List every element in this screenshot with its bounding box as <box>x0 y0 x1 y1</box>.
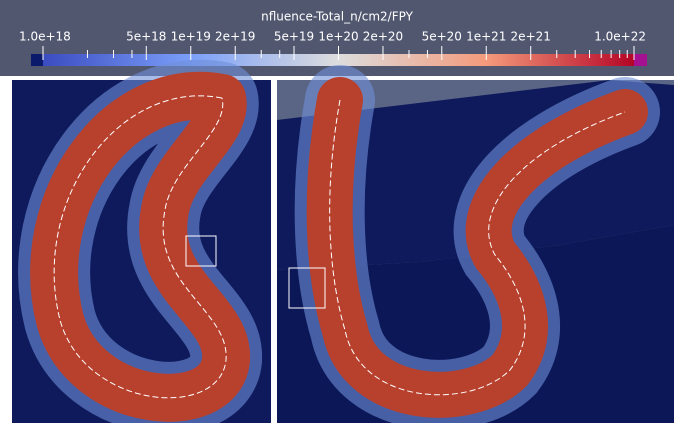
right-view <box>277 80 674 423</box>
tick-label: 2e+19 <box>215 30 255 44</box>
tick-label: 5e+19 <box>274 30 314 44</box>
tick-label: 1e+20 <box>318 30 358 44</box>
tick-label: 2e+20 <box>363 30 403 44</box>
tick-label: 1.0e+22 <box>594 30 646 44</box>
tick-label: 1e+21 <box>466 30 506 44</box>
tick-label: 1.0e+18 <box>19 30 71 44</box>
above-range <box>634 54 647 66</box>
tick-label: 5e+20 <box>422 30 462 44</box>
divider <box>271 76 277 423</box>
below-range <box>31 54 43 66</box>
screenshot: nfluence-Total_n/cm2/FPY 1.0e+18 5e+18 1e+… <box>0 0 674 423</box>
tick-label: 2e+21 <box>511 30 551 44</box>
colorbar-title: nfluence-Total_n/cm2/FPY <box>261 10 413 24</box>
tick-label: 1e+19 <box>171 30 211 44</box>
left-view <box>12 80 271 423</box>
tick-label: 5e+18 <box>126 30 166 44</box>
